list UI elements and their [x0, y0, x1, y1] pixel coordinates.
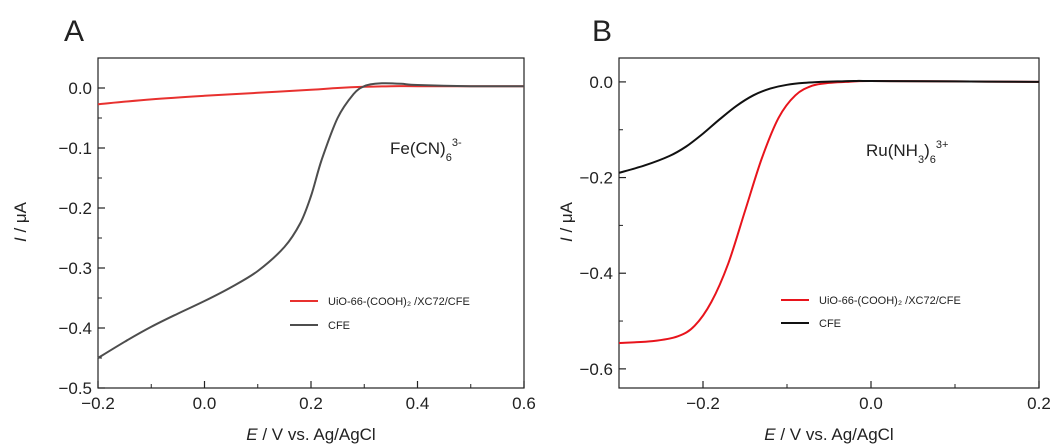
panel-a: A −0.2 0.0 0.2 0.4 0.60.0−0.1−0.2−0.3−0.4−0.… — [11, 15, 536, 444]
y-tick-label: 0.0 — [68, 79, 92, 98]
panel-a-x-axis-title: E / V vs. Ag/AgCl — [246, 425, 375, 444]
panel-b-x-axis-title: E / V vs. Ag/AgCl — [764, 425, 893, 444]
panel-a-letter: A — [64, 15, 84, 48]
panel-b-tick-labels: −0.2 0.0 0.2 0.0 −0.2 −0.4 −0.6 — [579, 73, 1050, 413]
panel-b-annotation: Ru(NH3)63+ — [866, 139, 948, 166]
panel-a-y-axis-title: I / μA — [11, 201, 30, 242]
panel-a-ticks — [97, 87, 525, 389]
panel-b-letter: B — [592, 15, 612, 48]
y-tick-label: −0.3 — [58, 259, 92, 278]
y-tick-label: −0.5 — [58, 379, 92, 398]
legend-label-cfe: CFE — [328, 320, 350, 332]
y-tick-label: −0.4 — [579, 264, 613, 283]
x-tick-label: 0.0 — [859, 394, 883, 413]
series-cfe-line — [618, 79, 1040, 174]
x-tick-label: 0.4 — [406, 394, 430, 413]
legend-label-uio: UiO-66-(COOH)₂ /XC72/CFE — [328, 296, 470, 308]
x-tick-label: −0.2 — [686, 394, 720, 413]
legend-label-uio: UiO-66-(COOH)₂ /XC72/CFE — [819, 295, 961, 307]
x-tick-label: −0.2 — [81, 394, 115, 413]
y-tick-label: −0.6 — [579, 360, 613, 379]
x-tick-label: 0.0 — [193, 394, 217, 413]
y-tick-label: −0.1 — [58, 139, 92, 158]
y-tick-label: −0.4 — [58, 319, 92, 338]
panel-a-tick-labels: −0.2 0.0 0.2 0.4 0.6 0.0 −0.1 −0.2 −0.3 −0.4 −0.5 — [58, 79, 535, 413]
panel-a-legend: UiO-66-(COOH)₂ /XC72/CFE CFE — [290, 296, 470, 332]
panel-b-frame — [618, 57, 1040, 389]
panel-b: B −0.2 0.0 0.2 0.0 −0.2 −0.4 −0.6 Ru(NH3)63+ U… — [557, 15, 1051, 444]
x-tick-label: 0.6 — [512, 394, 536, 413]
panel-a-series — [97, 82, 525, 359]
series-cfe-line — [97, 82, 525, 359]
legend-label-cfe: CFE — [819, 318, 841, 330]
y-tick-label: −0.2 — [58, 199, 92, 218]
y-tick-label: −0.2 — [579, 169, 613, 188]
panel-b-legend: UiO-66-(COOH)₂ /XC72/CFE CFE — [781, 295, 961, 330]
panel-b-y-axis-title: I / μA — [557, 201, 576, 242]
x-tick-label: 0.2 — [299, 394, 323, 413]
panel-a-annotation: Fe(CN)63- — [390, 137, 462, 164]
series-uio-line — [97, 85, 524, 106]
panel-b-series — [618, 79, 1040, 344]
x-tick-label: 0.2 — [1027, 394, 1051, 413]
panel-a-frame — [97, 57, 525, 389]
panel-b-ticks — [619, 81, 1040, 388]
y-tick-label: 0.0 — [589, 73, 613, 92]
